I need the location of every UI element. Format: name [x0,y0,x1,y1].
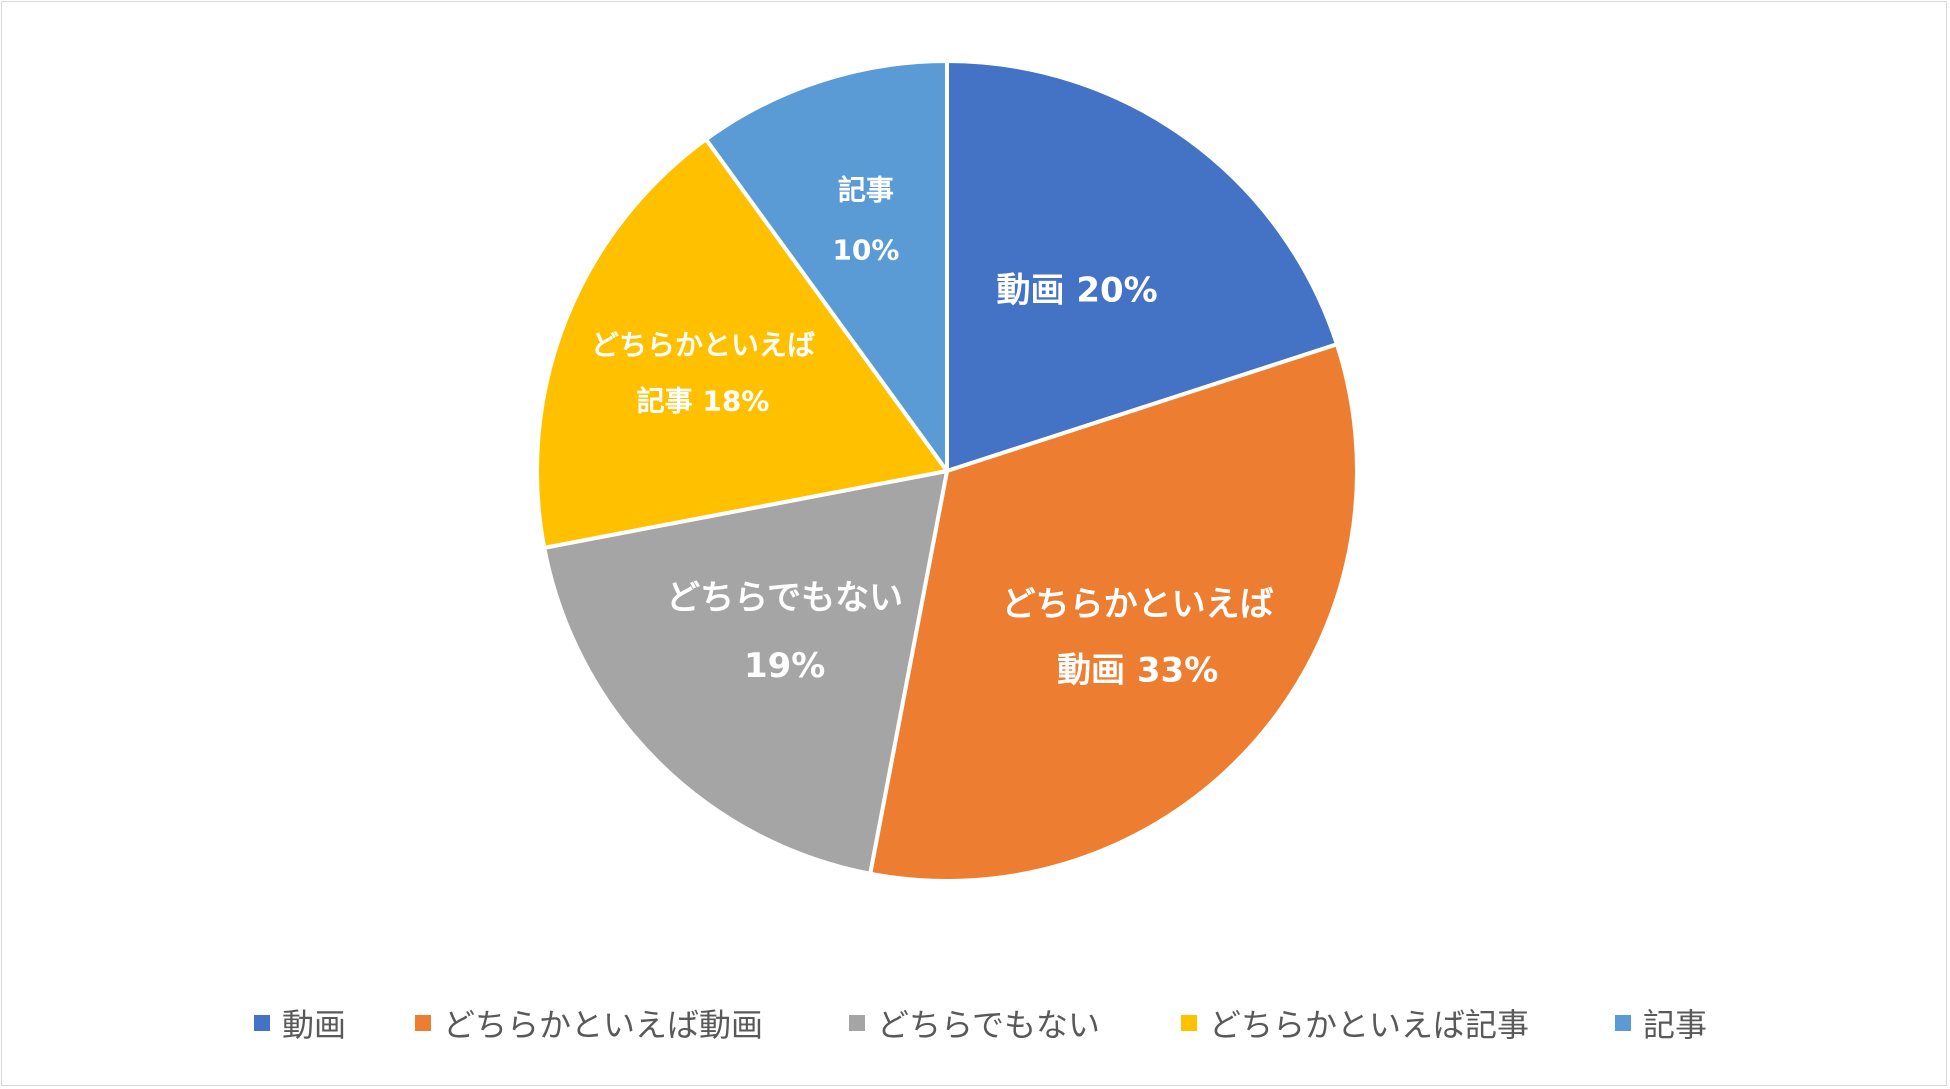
legend-item-article: 記事 [1615,998,1707,1048]
data-label-somewhat-article: どちらかといえば記事 18% [591,328,815,417]
legend-item-somewhat-video: どちらかといえば動画 [415,998,763,1048]
pie-slice-neither [542,469,949,876]
legend-label-article: 記事 [1643,1006,1708,1044]
data-label-line: 記事 [838,173,894,206]
legend-item-video: 動画 [254,998,346,1048]
pie-data-labels: 動画 20%どちらかといえば動画 33%どちらでもない 19%どちらかといえば記事… [591,173,1274,690]
legend-swatch-article [1615,1015,1631,1031]
legend-label-neither: どちらでもない [877,1006,1101,1044]
legend-swatch-somewhat-video [415,1015,431,1031]
data-label-video: 動画 20% [997,270,1158,310]
data-label-somewhat-video: どちらかといえば動画 33% [1002,585,1274,691]
data-label-article: 記事 10% [832,173,899,266]
legend-item-neither: どちらでもない [849,998,1100,1048]
legend-swatch-neither [849,1015,865,1031]
data-label-line: 動画 33% [1057,651,1218,691]
data-label-line: 19% [744,646,825,686]
pie-slice-somewhat-video [868,342,1359,883]
pie-slice-video [945,59,1339,473]
legend-label-somewhat-article: どちらかといえば記事 [1209,1006,1530,1044]
data-label-line: 10% [832,233,899,266]
chart-legend: 動画 どちらかといえば動画 どちらでもない どちらかといえば記事 記事 [0,998,1950,1048]
pie-slice-article [704,59,949,473]
pie-slices [535,59,1359,883]
legend-label-video: 動画 [282,1006,347,1044]
data-label-line: 動画 20% [997,270,1158,310]
data-label-line: 記事 18% [637,384,770,417]
data-label-line: どちらかといえば [591,328,815,361]
legend-swatch-somewhat-article [1181,1015,1197,1031]
data-label-neither: どちらでもない 19% [666,578,903,686]
pie-slice-somewhat-article [535,137,949,550]
legend-item-somewhat-article: どちらかといえば記事 [1181,998,1529,1048]
data-label-line: どちらでもない [666,578,903,618]
legend-label-somewhat-video: どちらかといえば動画 [443,1006,764,1044]
legend-swatch-video [254,1015,270,1031]
data-label-line: どちらかといえば [1002,585,1274,625]
